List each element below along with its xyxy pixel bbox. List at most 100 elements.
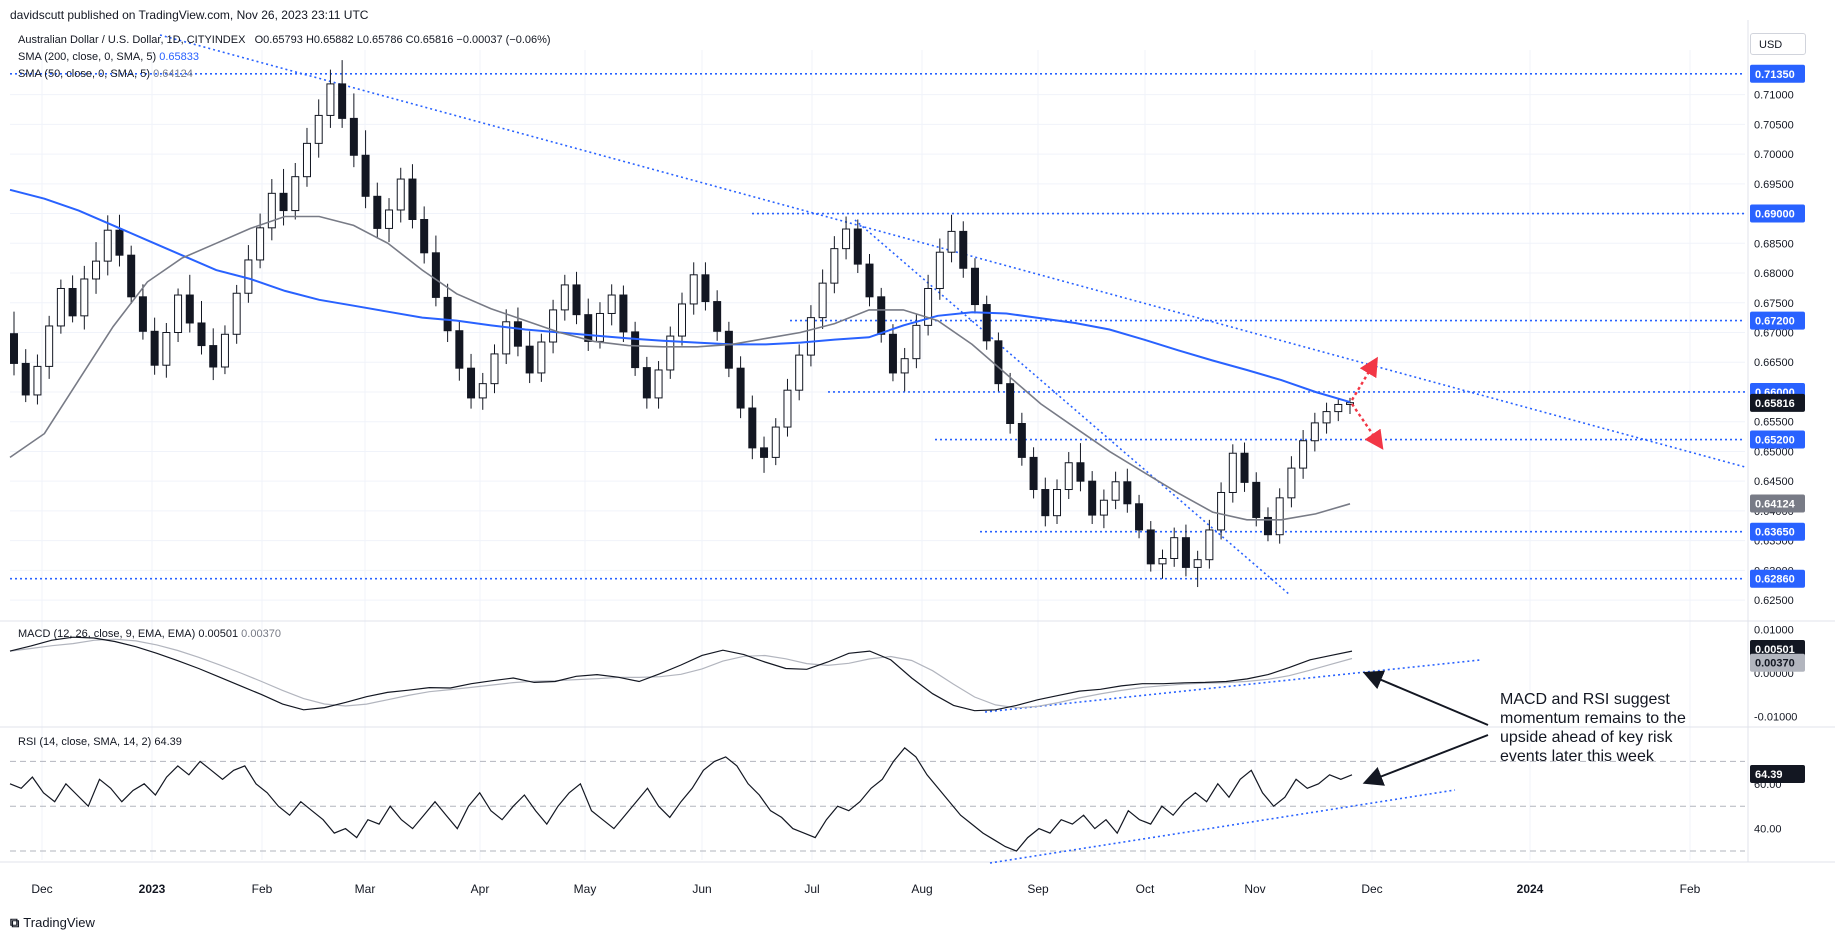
candle-body bbox=[467, 367, 476, 399]
candle-body bbox=[373, 195, 382, 229]
rsi-badge bbox=[1750, 764, 1805, 783]
candle-body bbox=[1217, 491, 1226, 531]
symbol-title[interactable]: Australian Dollar / U.S. Dollar, 1D, CIT… bbox=[18, 34, 246, 46]
rsi-tick-label: 40.00 bbox=[1754, 824, 1782, 836]
candle-body bbox=[162, 332, 171, 366]
candle-body bbox=[924, 287, 933, 326]
footer-brand-label: TradingView bbox=[23, 915, 95, 930]
annotation-text: MACD and RSI suggest momentum remains to… bbox=[1500, 691, 1686, 765]
candle-body bbox=[349, 117, 358, 156]
candle-body bbox=[748, 407, 757, 449]
sma50-badge bbox=[1750, 494, 1805, 513]
current-price-badge bbox=[1750, 393, 1805, 412]
sma50-legend[interactable]: SMA (50, close, 0, SMA, 5) 0.64124 bbox=[18, 68, 193, 80]
candle-body bbox=[68, 287, 77, 317]
level-badge bbox=[1750, 569, 1805, 588]
rsi-legend[interactable]: RSI (14, close, SMA, 14, 2) 64.39 bbox=[18, 736, 182, 748]
candle-body bbox=[232, 292, 241, 335]
price-tick-label: 0.67500 bbox=[1754, 298, 1794, 310]
candle-body bbox=[1064, 462, 1073, 491]
candle-body bbox=[865, 263, 874, 298]
candle-body bbox=[490, 353, 499, 385]
level-badge-label: 0.62860 bbox=[1755, 574, 1795, 586]
candle-body bbox=[994, 340, 1003, 385]
candle-body bbox=[713, 301, 722, 332]
candle-body bbox=[56, 287, 65, 327]
candle-body bbox=[1252, 481, 1261, 518]
candles bbox=[10, 60, 1354, 588]
price-tick-label: 0.70000 bbox=[1754, 149, 1794, 161]
macd-badge-label: 0.00370 bbox=[1755, 658, 1795, 670]
candle-body bbox=[982, 304, 991, 342]
candle-body bbox=[654, 369, 663, 399]
candle-body bbox=[853, 228, 862, 265]
candle-body bbox=[420, 219, 429, 254]
x-tick-label: Feb bbox=[1680, 882, 1701, 896]
candle-body bbox=[1076, 462, 1085, 482]
level-badge bbox=[1750, 522, 1805, 541]
candle-body bbox=[1029, 456, 1038, 491]
currency-selector[interactable]: USD bbox=[1750, 33, 1806, 55]
level-badge bbox=[1750, 311, 1805, 330]
candle-body bbox=[888, 333, 897, 374]
macd-badge bbox=[1750, 640, 1805, 659]
x-tick-label: Apr bbox=[471, 882, 490, 896]
tradingview-logo-icon: ⧉ bbox=[10, 915, 20, 930]
candle-body bbox=[877, 296, 886, 335]
candle-body bbox=[1287, 467, 1296, 499]
annotation-arrow-rsi bbox=[1362, 734, 1489, 786]
candle-body bbox=[689, 274, 698, 305]
candle-body bbox=[806, 317, 815, 356]
candle-body bbox=[396, 178, 405, 211]
candle-body bbox=[642, 367, 651, 399]
candle-body bbox=[1322, 411, 1331, 424]
candle-body bbox=[1299, 440, 1308, 469]
rsi-trendline bbox=[989, 789, 1456, 864]
sma50-badge-label: 0.64124 bbox=[1755, 499, 1796, 511]
footer-brand[interactable]: ⧉ TradingView bbox=[10, 915, 95, 931]
sma200-legend[interactable]: SMA (200, close, 0, SMA, 5) 0.65833 bbox=[18, 51, 199, 63]
candle-body bbox=[361, 154, 370, 197]
candle-body bbox=[326, 83, 335, 116]
candle-body bbox=[80, 278, 89, 317]
sma50-line bbox=[9, 215, 1351, 521]
macd-legend[interactable]: MACD (12, 26, close, 9, EMA, EMA) 0.0050… bbox=[18, 628, 281, 640]
x-tick-label: Feb bbox=[252, 882, 273, 896]
grid bbox=[0, 20, 1835, 863]
rsi-label: RSI (14, close, SMA, 14, 2) bbox=[18, 736, 152, 748]
candle-body bbox=[443, 296, 452, 332]
candle-body bbox=[1017, 422, 1026, 458]
candle-body bbox=[783, 389, 792, 428]
candle-body bbox=[302, 142, 311, 178]
candle-body bbox=[619, 294, 628, 333]
price-tick-label: 0.70500 bbox=[1754, 119, 1794, 131]
current-price-badge-label: 0.65816 bbox=[1755, 398, 1795, 410]
candle-body bbox=[771, 426, 780, 458]
candle-body bbox=[1346, 402, 1354, 405]
candle-body bbox=[185, 294, 194, 324]
x-tick-label: 2023 bbox=[139, 882, 166, 896]
candle-body bbox=[900, 358, 909, 374]
candle-body bbox=[1205, 529, 1214, 561]
symbol-legend: Australian Dollar / U.S. Dollar, 1D, CIT… bbox=[18, 34, 551, 46]
upside-arrow bbox=[1350, 356, 1378, 401]
level-badge-label: 0.69000 bbox=[1755, 209, 1795, 221]
candle-body bbox=[678, 303, 686, 337]
macd-badge-label: 0.00501 bbox=[1755, 644, 1795, 656]
candle-body bbox=[842, 228, 851, 250]
candle-body bbox=[736, 367, 745, 409]
candle-body bbox=[1006, 383, 1015, 424]
candle-body bbox=[10, 333, 18, 364]
candle-body bbox=[385, 209, 394, 229]
rsi-value: 64.39 bbox=[154, 736, 182, 748]
candle-body bbox=[33, 365, 42, 396]
candle-body bbox=[595, 312, 604, 342]
axes: Dec 2023 Feb Mar Apr May Jun Jul Aug Sep Oct Nov Dec… bbox=[31, 64, 1805, 896]
candle-body bbox=[525, 345, 534, 374]
price-tick-label: 0.64500 bbox=[1754, 476, 1794, 488]
candle-body bbox=[291, 176, 300, 212]
moving-averages bbox=[9, 188, 1351, 521]
x-tick-label: Dec bbox=[31, 882, 52, 896]
macd-value: 0.00501 bbox=[198, 628, 239, 640]
candle-body bbox=[701, 274, 710, 303]
